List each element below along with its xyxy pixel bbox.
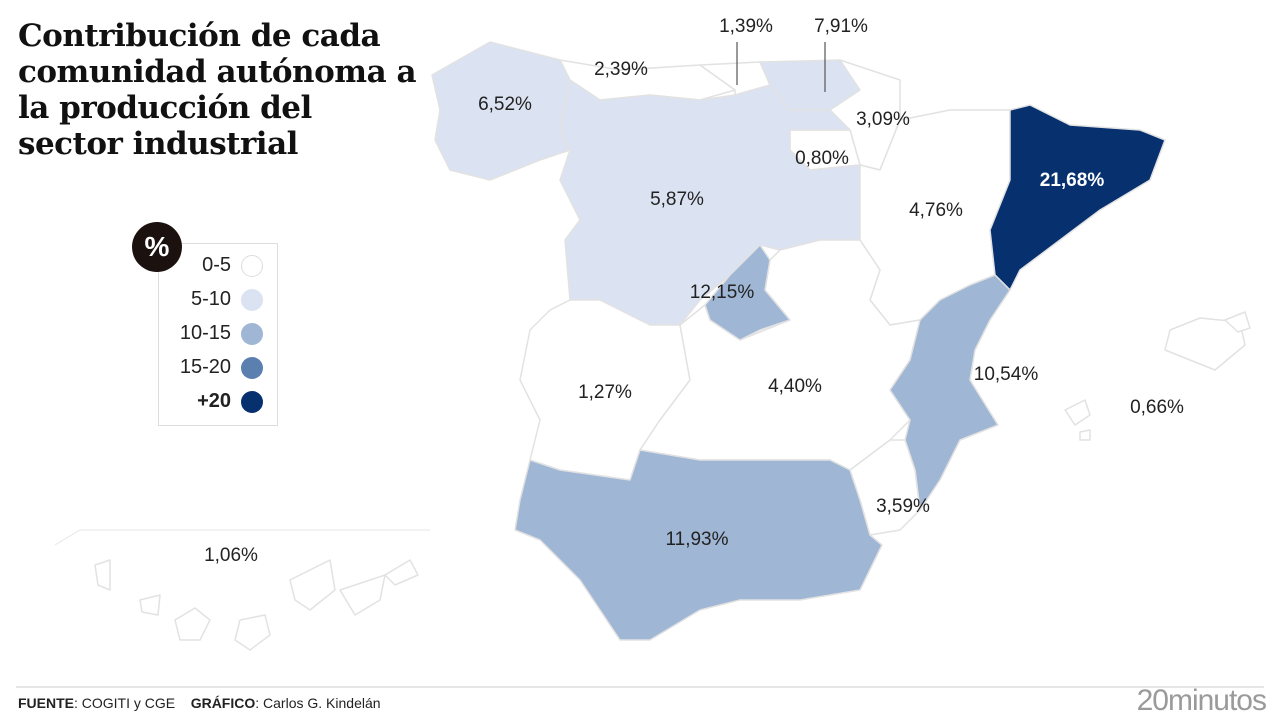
region-cataluna[interactable] [989, 104, 1166, 291]
label-andalucia: 11,93% [665, 529, 729, 550]
label-aragon: 4,76% [909, 200, 963, 221]
footer-divider [16, 686, 1264, 688]
legend-item: 10-15 [180, 322, 263, 345]
region-baleares[interactable] [1064, 311, 1251, 441]
label-madrid: 12,15% [689, 282, 755, 303]
legend-item: +20 [197, 390, 263, 413]
label-castilla-la-mancha: 4,40% [768, 376, 822, 397]
canarias-inset-frame [54, 529, 430, 546]
label-cataluna: 21,68% [1039, 170, 1105, 191]
label-castilla-y-leon: 5,87% [650, 189, 704, 210]
legend-item: 0-5 [202, 254, 263, 277]
legend-swatch [241, 390, 263, 413]
graphic-text: : Carlos G. Kindelán [255, 695, 381, 711]
legend-swatch [241, 322, 263, 345]
footer-credits: FUENTE: COGITI y CGE GRÁFICO: Carlos G. … [18, 695, 381, 711]
legend-label: 0-5 [202, 254, 231, 276]
percent-badge: % [132, 222, 182, 272]
source-text: : COGITI y CGE [74, 695, 176, 711]
legend-label: 10-15 [179, 322, 231, 344]
brand-logo: 20minutos [1136, 684, 1267, 717]
leader-lines [736, 42, 826, 92]
legend: 0-5 5-10 10-15 15-20 +20 [158, 243, 278, 426]
page-title: Contribución de cada comunidad autónoma … [18, 18, 417, 162]
label-cantabria: 1,39% [719, 16, 773, 37]
legend-label: 5-10 [190, 288, 231, 310]
label-navarra: 3,09% [856, 109, 910, 130]
label-canarias: 1,06% [204, 545, 258, 566]
label-la-rioja: 0,80% [795, 148, 849, 169]
source-label: FUENTE [18, 695, 74, 711]
label-extremadura: 1,27% [578, 382, 632, 403]
label-valencia: 10,54% [973, 364, 1039, 385]
legend-swatch [241, 288, 263, 311]
label-murcia: 3,59% [876, 496, 930, 517]
label-asturias: 2,39% [594, 59, 648, 80]
legend-label: +20 [197, 390, 231, 412]
region-andalucia[interactable] [514, 449, 883, 641]
region-canarias[interactable] [94, 559, 419, 651]
legend-label: 15-20 [179, 356, 231, 378]
legend-item: 15-20 [180, 356, 263, 379]
graphic-label: GRÁFICO [190, 695, 256, 711]
label-pais-vasco: 7,91% [814, 16, 868, 37]
label-baleares: 0,66% [1130, 397, 1184, 418]
legend-swatch [241, 254, 263, 277]
region-valencia[interactable] [889, 274, 1011, 511]
legend-item: 5-10 [191, 288, 263, 311]
label-galicia: 6,52% [478, 94, 532, 115]
region-galicia[interactable] [431, 41, 571, 181]
legend-swatch [241, 356, 263, 379]
region-madrid[interactable] [704, 244, 791, 341]
